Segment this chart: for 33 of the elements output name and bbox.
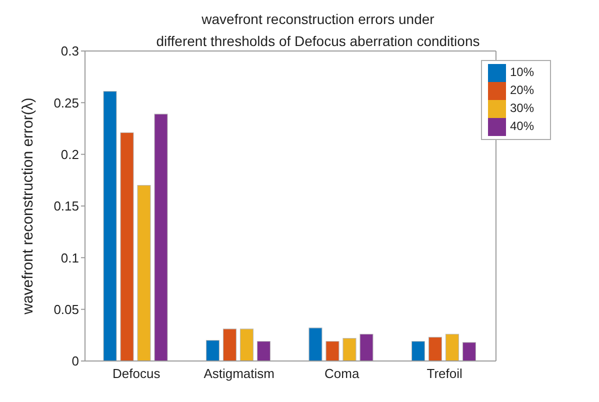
bar	[462, 342, 476, 361]
y-tick-label: 0.3	[60, 44, 79, 59]
bar	[222, 328, 237, 361]
y-axis-title: wavefront reconstruction error(λ)	[19, 98, 36, 316]
bar	[445, 334, 460, 361]
bar	[428, 336, 442, 361]
bar	[326, 341, 340, 361]
bar	[154, 114, 168, 361]
bar	[240, 328, 254, 361]
bar	[411, 341, 426, 361]
chart-title: wavefront reconstruction errors under different thresholds of Defocus aberration conditions	[155, 10, 481, 49]
bar	[103, 91, 117, 361]
bar	[308, 328, 322, 361]
x-tick-label: Defocus	[112, 366, 161, 382]
legend-label: 10%	[510, 65, 534, 80]
bar	[206, 340, 220, 361]
y-tick-label: 0.05	[54, 302, 79, 317]
bar	[120, 132, 134, 361]
x-tick-label: Trefoil	[426, 366, 463, 382]
y-tick-label: 0.15	[54, 198, 79, 214]
x-tick-label: Astigmatism	[204, 366, 275, 382]
legend-label: 30%	[510, 101, 534, 116]
bar	[256, 341, 271, 361]
y-tick-label: 0.25	[54, 95, 79, 110]
x-tick-label: Coma	[324, 366, 360, 382]
y-tick-label: 0	[72, 354, 79, 369]
bar	[342, 338, 356, 361]
bar	[137, 185, 151, 361]
legend-label: 20%	[510, 83, 534, 98]
y-tick-label: 0.2	[60, 146, 79, 162]
y-tick-label: 0.1	[60, 250, 79, 266]
bar	[360, 334, 374, 361]
legend-label: 40%	[510, 119, 534, 134]
